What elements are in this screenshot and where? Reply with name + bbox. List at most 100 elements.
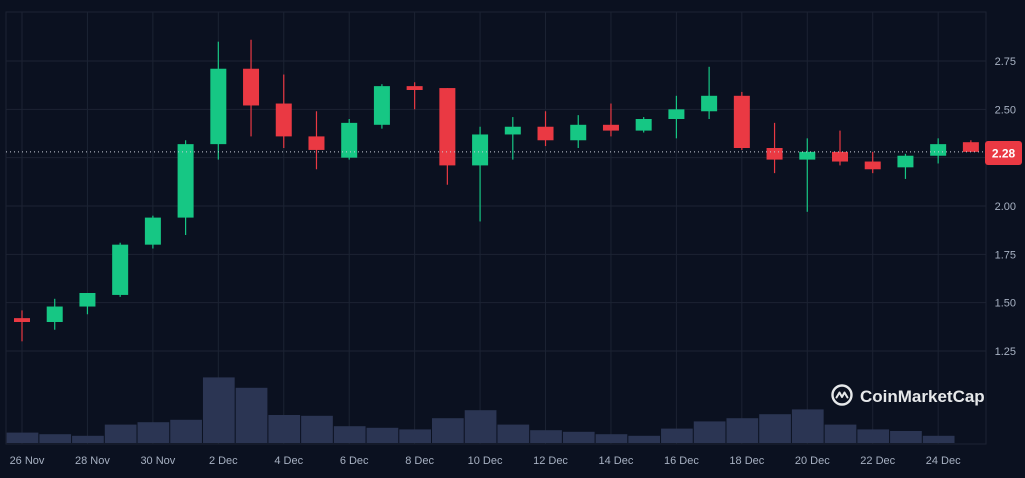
candle: [46, 298, 63, 330]
candle-body: [308, 136, 325, 150]
x-tick-label: 22 Dec: [860, 455, 895, 467]
volume-bar: [530, 430, 562, 443]
candle: [832, 130, 848, 166]
candle-body: [602, 124, 619, 131]
candle-body: [668, 109, 685, 119]
candlestick-series[interactable]: [14, 39, 979, 342]
candle-body: [439, 88, 456, 166]
candle-body: [79, 293, 96, 307]
candle: [701, 66, 718, 119]
x-tick-label: 8 Dec: [405, 455, 434, 467]
candle: [504, 117, 521, 160]
candle-body: [799, 151, 816, 160]
volume-bar: [432, 418, 464, 443]
current-price-badge: 2.28: [985, 141, 1022, 165]
candle: [537, 111, 554, 147]
x-tick-label: 20 Dec: [795, 455, 830, 467]
plot-frame: [5, 11, 987, 445]
x-tick-label: 16 Dec: [664, 455, 699, 467]
volume-bar: [170, 419, 202, 443]
x-tick-label: 14 Dec: [599, 455, 634, 467]
candle-body: [570, 124, 587, 141]
volume-bar: [39, 434, 72, 443]
candle-body: [504, 126, 521, 135]
candle-body: [210, 68, 227, 145]
volume-bar: [922, 435, 955, 443]
candle: [864, 151, 881, 174]
x-tick-label: 28 Nov: [75, 455, 110, 467]
x-tick-label: 12 Dec: [533, 455, 568, 467]
candle-body: [406, 86, 423, 90]
candle: [308, 111, 325, 170]
candle: [766, 122, 783, 174]
candle: [930, 138, 947, 164]
y-tick-label: 2.00: [995, 201, 1016, 213]
candle: [635, 117, 652, 133]
current-price-label: 2.28: [992, 147, 1016, 161]
candle: [112, 242, 129, 297]
x-tick-label: 4 Dec: [274, 455, 303, 467]
y-tick-label: 2.75: [995, 56, 1016, 68]
volume-bars: [6, 377, 955, 443]
candle-body: [472, 134, 489, 166]
volume-bar: [333, 426, 366, 443]
candle: [275, 74, 292, 148]
watermark: CoinMarketCap: [831, 384, 985, 406]
candle-body: [635, 119, 652, 131]
candle: [243, 39, 260, 137]
current-price-badge-bg: [985, 141, 1022, 165]
candle: [177, 140, 194, 235]
candle-body: [341, 122, 358, 158]
volume-bar: [661, 428, 693, 443]
volume-bar: [137, 422, 170, 443]
candle-body: [733, 95, 750, 148]
candle: [897, 153, 914, 179]
x-tick-label: 10 Dec: [468, 455, 503, 467]
candle-body: [243, 68, 260, 106]
candle-body: [864, 161, 881, 170]
coinmarketcap-logo-icon: [831, 384, 853, 406]
y-tick-label: 1.25: [995, 346, 1016, 358]
x-tick-label: 26 Nov: [10, 455, 45, 467]
candle: [602, 103, 619, 137]
candle: [439, 88, 456, 185]
candle: [79, 293, 96, 315]
candle: [570, 115, 587, 148]
volume-bar: [72, 435, 104, 443]
watermark-text: CoinMarketCap: [860, 387, 985, 406]
candle-body: [897, 155, 914, 168]
candle: [733, 91, 750, 150]
volume-bar: [791, 409, 824, 443]
volume-bar: [628, 435, 661, 443]
candle: [210, 41, 227, 160]
volume-bar: [857, 429, 890, 443]
volume-bar: [268, 415, 301, 443]
volume-bar: [301, 415, 333, 443]
candle-body: [14, 318, 30, 322]
candle: [799, 138, 816, 212]
volume-bar: [693, 421, 726, 443]
candle: [341, 119, 358, 160]
candle: [962, 140, 979, 152]
volume-bar: [759, 414, 791, 443]
x-tick-label: 2 Dec: [209, 455, 238, 467]
candle-body: [275, 103, 292, 137]
candle-body: [832, 151, 848, 162]
volume-bar: [562, 431, 595, 443]
volume-bar: [595, 434, 628, 443]
candle: [144, 215, 161, 249]
candle: [406, 82, 423, 110]
volume-bar: [399, 429, 431, 443]
volume-bar: [235, 387, 268, 443]
volume-bar: [6, 432, 39, 443]
candle-body: [112, 244, 129, 295]
x-tick-label: 6 Dec: [340, 455, 369, 467]
volume-bar: [464, 410, 497, 443]
x-tick-label: 18 Dec: [729, 455, 764, 467]
volume-bar: [824, 424, 857, 443]
candle-body: [962, 142, 979, 152]
candle: [14, 310, 30, 342]
